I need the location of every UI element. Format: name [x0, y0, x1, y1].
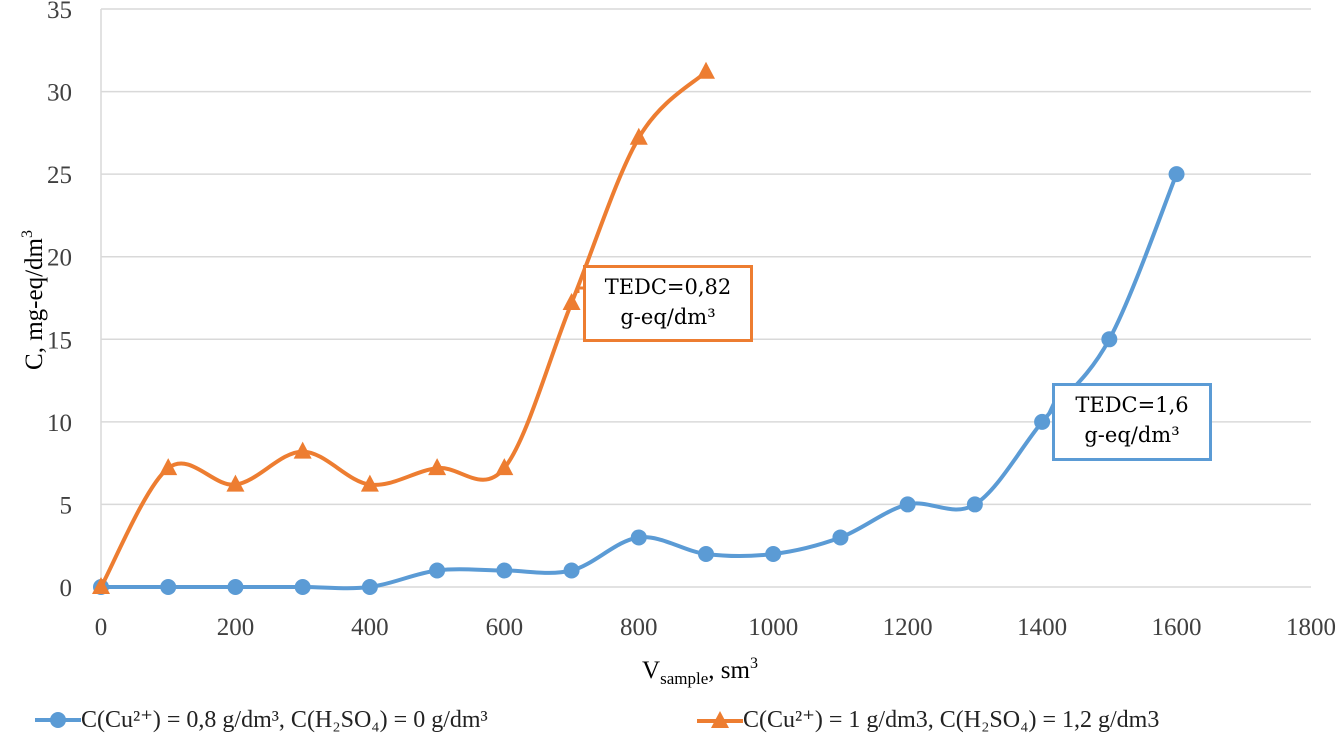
data-point [159, 458, 178, 476]
data-point [293, 441, 312, 459]
data-point [832, 529, 849, 546]
data-point [361, 579, 378, 595]
data-point [697, 61, 715, 79]
series-line-1 [99, 70, 708, 588]
data-point [563, 562, 580, 579]
data-point [160, 579, 177, 595]
legend-label: C(Cu²⁺) = 1 g/dm3, C(H₂SO₄) = 1,2 g/dm3 [743, 707, 1160, 733]
legend-label: C(Cu²⁺) = 0,8 g/dm³, C(H₂SO₄) = 0 g/dm³ [81, 707, 488, 733]
y-tick-label: 15 [47, 327, 72, 354]
y-tick-label: 20 [47, 245, 72, 272]
x-tick-label: 0 [95, 614, 108, 641]
data-point [899, 496, 916, 513]
y-axis-label: C, mg-eq/dm3 [19, 230, 48, 370]
data-point [226, 474, 245, 492]
data-point [629, 127, 648, 145]
data-point [765, 545, 782, 562]
legend-item-orange: C(Cu²⁺) = 1 g/dm3, C(H₂SO₄) = 1,2 g/dm3 [697, 705, 1159, 734]
data-point [227, 579, 244, 595]
y-tick-label: 0 [60, 575, 73, 602]
y-tick-label: 30 [47, 80, 72, 107]
y-tick-label: 5 [60, 492, 73, 519]
annotation-line: TEDC=1,6 [1075, 393, 1189, 417]
x-tick-label: 400 [351, 614, 389, 641]
data-point [294, 579, 311, 595]
data-point [92, 577, 110, 594]
x-tick-label: 1200 [883, 614, 933, 641]
circle-marker-icon [35, 711, 81, 728]
annotation-line: g-eq/dm³ [1084, 423, 1180, 447]
x-tick-label: 800 [620, 614, 658, 641]
data-point [496, 562, 513, 579]
x-axis-label: Vsample, sm3 [642, 655, 758, 688]
data-point [429, 562, 446, 579]
data-point [1168, 166, 1185, 183]
data-point [360, 474, 379, 492]
annotation-tedc-blue: TEDC=1,6 g-eq/dm³ [1052, 383, 1212, 461]
x-tick-label: 200 [217, 614, 255, 641]
legend-item-blue: C(Cu²⁺) = 0,8 g/dm³, C(H₂SO₄) = 0 g/dm³ [35, 705, 488, 734]
data-point [428, 458, 447, 476]
annotation-tedc-orange: TEDC=0,82 g-eq/dm³ [583, 265, 753, 342]
data-point [495, 458, 514, 476]
y-tick-label: 25 [47, 162, 72, 189]
triangle-marker-icon [697, 710, 743, 728]
y-tick-label: 35 [47, 0, 72, 24]
x-tick-label: 600 [486, 614, 524, 641]
data-point [1101, 331, 1118, 348]
annotation-line: TEDC=0,82 [604, 275, 732, 299]
x-tick-label: 1600 [1152, 614, 1202, 641]
annotation-line: g-eq/dm³ [620, 305, 716, 329]
data-point [966, 496, 983, 513]
x-tick-label: 1800 [1286, 614, 1336, 641]
x-tick-label: 1400 [1017, 614, 1067, 641]
x-tick-label: 1000 [748, 614, 798, 641]
data-point [562, 292, 581, 310]
series-line-0 [101, 173, 1179, 591]
y-tick-label: 10 [47, 410, 72, 437]
data-point [1034, 413, 1051, 430]
data-point [698, 545, 714, 562]
data-point [630, 529, 647, 546]
